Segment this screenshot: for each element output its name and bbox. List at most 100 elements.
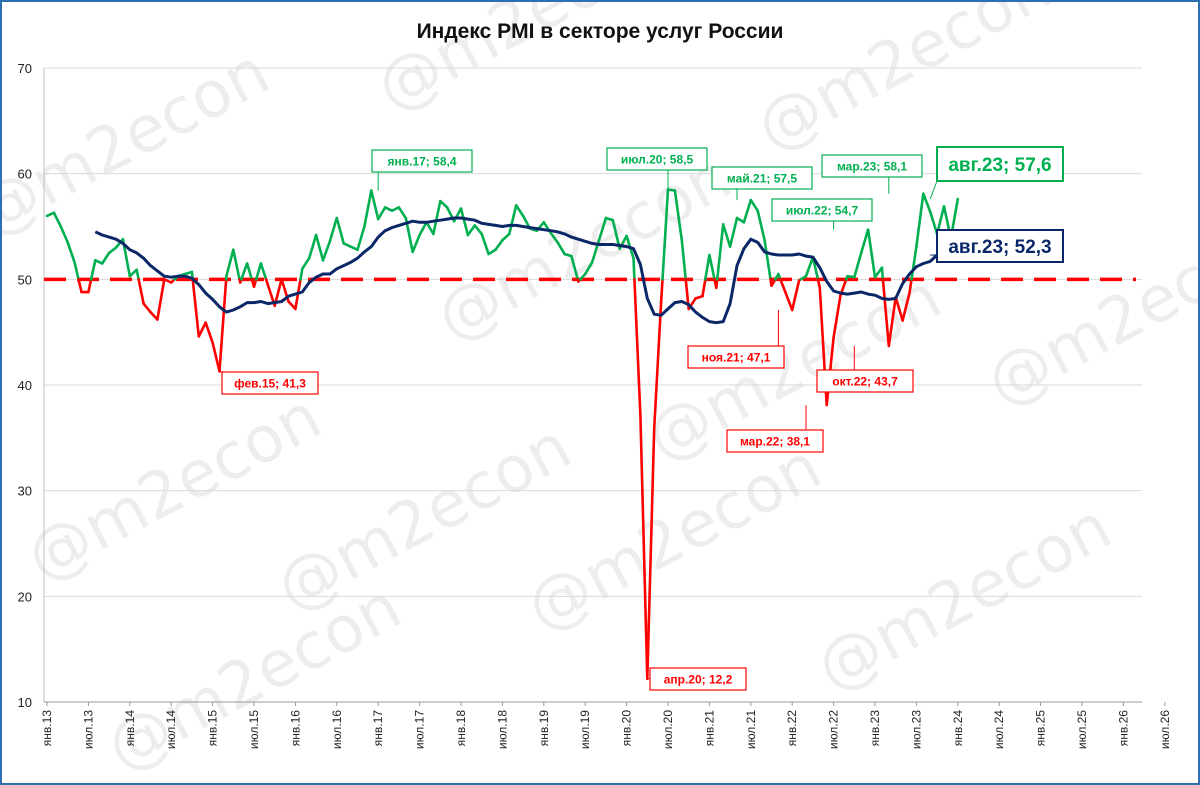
pmi-segment-85: [633, 278, 642, 417]
pmi-segment-37: [300, 256, 311, 271]
pmi-segment-122: [887, 295, 898, 348]
annotation-4: мар.23; 58,1: [821, 154, 923, 194]
pmi-segment-100: [735, 216, 746, 224]
pmi-segment-24: [211, 341, 221, 373]
pmi-segment-56: [432, 199, 442, 236]
pmi-segment-92: [680, 238, 688, 281]
pmi-segment-16: [156, 278, 166, 321]
pmi-segment-80: [597, 216, 608, 242]
x-tick-label-23: июл.24: [992, 710, 1006, 749]
x-tick-label-19: июл.22: [827, 710, 841, 749]
x-tick-label-27: июл.26: [1158, 710, 1172, 749]
pmi-segment-13: [135, 268, 140, 281]
x-tick-label-4: янв.15: [206, 710, 220, 747]
pmi-segment-25: [218, 278, 228, 373]
pmi-segment-46: [363, 189, 373, 228]
pmi-segment-97: [715, 223, 725, 281]
pmi-segment-54: [418, 220, 428, 237]
annotation-6: авг.23; 52,3: [930, 229, 1064, 263]
pmi-segment-68: [514, 204, 525, 218]
pmi-segment-85: [632, 256, 636, 281]
pmi-segment-45: [356, 225, 366, 252]
pmi-segment-104: [763, 238, 772, 281]
pmi-segment-108: [790, 279, 801, 312]
pmi-segment-125: [908, 278, 913, 295]
pmi-segment-53: [411, 233, 421, 254]
pmi-segment-55: [425, 220, 435, 236]
pmi-segment-101: [742, 198, 753, 224]
annotation-2: май.21; 57,5: [711, 166, 813, 201]
y-tick-label-10: 10: [18, 695, 32, 710]
pmi-segment-106: [779, 278, 787, 294]
pmi-segment-10: [114, 237, 125, 249]
annotation-box-11: [816, 369, 914, 393]
pmi-segment-40: [321, 239, 332, 262]
pmi-segment-63: [480, 232, 490, 256]
annotation-box-10: [726, 429, 824, 453]
annotation-1: июл.20; 58,5: [606, 147, 708, 190]
pmi-segment-121: [880, 266, 885, 281]
pmi-segment-64: [487, 248, 497, 256]
x-tick-label-17: июл.21: [744, 710, 758, 749]
y-tick-label-20: 20: [18, 589, 32, 604]
x-tick-label-24: янв.25: [1034, 710, 1048, 747]
pmi-segment-89: [661, 188, 670, 281]
pmi-segment-23: [204, 321, 214, 345]
pmi-segment-4: [77, 278, 83, 294]
annotation-box-4: [821, 154, 923, 178]
pmi-segment-9: [107, 246, 118, 255]
pmi-segment-88: [652, 301, 663, 430]
pmi-segment-36: [299, 267, 304, 281]
x-tick-label-22: янв.24: [951, 710, 965, 747]
annotation-leader-5: [929, 180, 938, 200]
pmi-segment-38: [307, 233, 318, 260]
watermark-2: @m2econ: [745, 2, 1063, 166]
pmi-segment-61: [466, 224, 477, 237]
annotation-box-7: [221, 371, 319, 395]
x-tick-label-16: янв.21: [702, 710, 716, 747]
pmi-segment-123: [894, 295, 904, 322]
x-tick-label-18: янв.22: [785, 710, 799, 747]
pmi-segment-41: [328, 216, 339, 243]
annotation-label-1: июл.20; 58,5: [621, 152, 694, 166]
y-tick-label-70: 70: [18, 61, 32, 76]
annotation-box-0: [371, 149, 473, 173]
pmi-segment-119: [866, 228, 877, 279]
annotation-11: окт.22; 43,7: [816, 345, 914, 393]
pmi-segment-66: [501, 232, 511, 242]
pmi-segment-118: [859, 228, 870, 255]
y-tick-label-30: 30: [18, 484, 32, 499]
pmi-segment-126: [915, 192, 925, 248]
pmi-segment-67: [507, 204, 518, 236]
pmi-segment-30: [254, 262, 263, 281]
pmi-segment-97: [714, 278, 719, 290]
pmi-segment-6: [89, 259, 97, 281]
watermark-8: @m2econ: [805, 490, 1123, 706]
pmi-segment-35: [287, 300, 297, 311]
x-tick-label-6: янв.16: [288, 710, 302, 747]
pmi-segment-73: [549, 231, 559, 244]
pmi-segment-31: [259, 262, 268, 281]
pmi-segment-15: [149, 310, 159, 321]
pmi-segment-51: [397, 206, 408, 220]
annotation-9: ноя.21; 47,1: [687, 309, 785, 369]
pmi-segment-74: [556, 241, 566, 256]
annotation-0: янв.17; 58,4: [371, 149, 473, 191]
pmi-segment-3: [66, 241, 76, 264]
annotation-label-8: апр.20; 12,2: [664, 672, 733, 686]
pmi-segment-128: [928, 210, 939, 236]
annotation-label-6: авг.23; 52,3: [948, 237, 1051, 258]
watermark-1: @m2econ: [365, 2, 683, 126]
pmi-segment-62: [473, 224, 484, 236]
annotation-8: апр.20; 12,2: [647, 667, 747, 691]
pmi-segment-8: [100, 251, 111, 265]
annotation-10: мар.22; 38,1: [726, 405, 824, 453]
pmi-segment-124: [901, 291, 911, 322]
pmi-segment-12: [128, 268, 138, 278]
y-tick-label-40: 40: [18, 378, 32, 393]
x-tick-label-12: янв.19: [537, 710, 551, 747]
pmi-segment-29: [245, 262, 254, 281]
annotation-label-4: мар.23; 58,1: [837, 159, 907, 173]
x-tick-label-9: июл.17: [413, 710, 427, 749]
